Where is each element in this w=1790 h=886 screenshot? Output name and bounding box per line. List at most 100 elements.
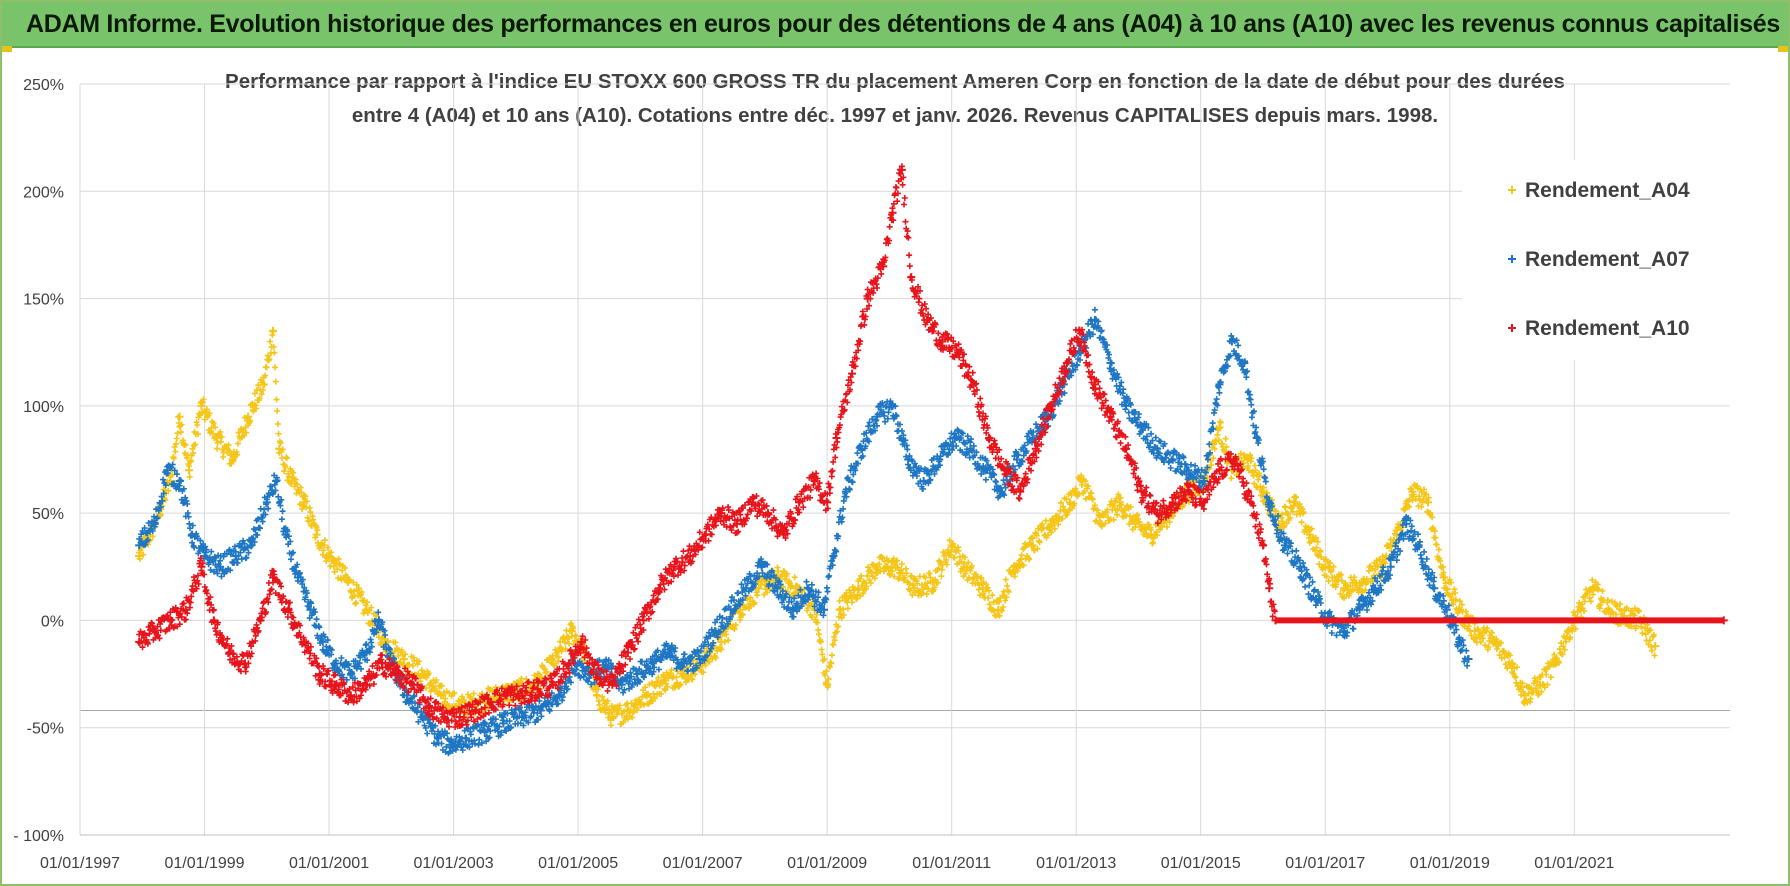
data-point [1031,444,1040,453]
data-point [1339,584,1348,593]
data-point [1358,577,1367,586]
data-point [1199,476,1208,485]
data-point [1184,466,1193,475]
x-tick-label: 01/01/2009 [787,855,867,872]
data-point [1168,455,1177,464]
y-tick-label: 50% [32,506,64,523]
data-point [661,676,670,685]
data-point [1280,541,1289,550]
data-point [966,444,975,453]
data-point [947,541,956,550]
data-point [904,455,913,464]
data-point [1215,466,1224,475]
data-point [804,584,813,593]
data-point [742,584,751,593]
legend-label: Rendement_A07 [1525,248,1690,271]
data-point [888,401,897,410]
data-point [978,584,987,593]
data-point [197,562,206,571]
data-point [1215,423,1224,432]
x-tick-label: 01/01/2007 [663,855,743,872]
data-point [779,530,788,539]
data-point [259,380,268,389]
data-point [938,337,947,346]
data-point [1097,519,1106,528]
corner-mark-left [2,46,12,52]
data-point [1231,455,1239,464]
data-point [244,412,253,421]
x-tick-label: 01/01/2005 [538,855,618,872]
data-point [717,637,726,646]
data-point [848,369,857,378]
data-point [306,605,315,614]
y-tick-label: 0% [41,613,64,630]
x-tick-label: 01/01/2017 [1285,855,1365,872]
legend: Rendement_A04 Rendement_A07 Rendement_A10 [1462,160,1732,360]
series-Rendement_A07 [135,306,1473,757]
data-point [231,552,240,561]
data-point [1047,519,1056,528]
x-tick-label: 01/01/2003 [414,855,494,872]
data-point [269,573,278,582]
series-Rendement_A10 [135,163,1728,730]
x-tick-label: 01/01/2019 [1410,855,1490,872]
data-point [897,165,906,174]
data-point [300,637,309,646]
data-point [1131,519,1140,528]
legend-marker [1508,186,1516,194]
data-point [935,455,944,464]
x-tick-label: 01/01/2015 [1161,855,1241,872]
data-point [1000,466,1009,475]
data-point [166,616,175,625]
data-point [1321,562,1330,571]
data-point [343,577,352,586]
x-tick-label: 01/01/2011 [912,855,991,872]
data-point [455,712,464,721]
data-point [623,648,632,657]
data-point [499,719,508,728]
data-point [1106,412,1115,421]
data-point [953,348,962,357]
y-axis: 250% 200% 150% 100% 50% 0% -50% - 100% [13,77,64,845]
data-point [1271,616,1280,625]
data-point [891,562,900,571]
data-point [1199,498,1208,507]
data-point [732,519,741,528]
data-point [1424,498,1433,507]
data-point [1489,637,1498,646]
data-point [810,476,819,485]
data-point [1115,498,1124,507]
data-point [795,498,804,507]
data-point [1259,541,1268,550]
data-point [608,712,617,721]
data-point [764,509,773,518]
x-axis: 01/01/1997 01/01/1999 01/01/2001 01/01/2003… [40,855,1615,872]
data-point [331,659,340,668]
data-point [1028,541,1037,550]
data-point [135,552,144,561]
y-tick-label: 200% [23,184,64,201]
data-point [212,434,221,443]
data-point [686,552,695,561]
data-point [437,691,446,700]
data-point [1184,487,1193,496]
series-Rendement_A04 [135,326,1660,729]
data-point [1355,605,1364,614]
data-point [1137,487,1146,496]
data-point [536,706,545,715]
data-point [872,412,881,421]
data-point [1090,316,1099,325]
data-point [1243,455,1252,464]
data-point [1153,444,1162,453]
data-point [346,691,355,700]
data-point [922,316,931,325]
data-point [1719,616,1728,625]
data-point [418,670,427,679]
data-point [670,562,679,571]
data-point [486,697,495,706]
data-point [823,680,832,689]
data-point [577,637,586,646]
data-point [1576,605,1585,614]
data-point [1430,584,1439,593]
data-point [409,680,418,689]
